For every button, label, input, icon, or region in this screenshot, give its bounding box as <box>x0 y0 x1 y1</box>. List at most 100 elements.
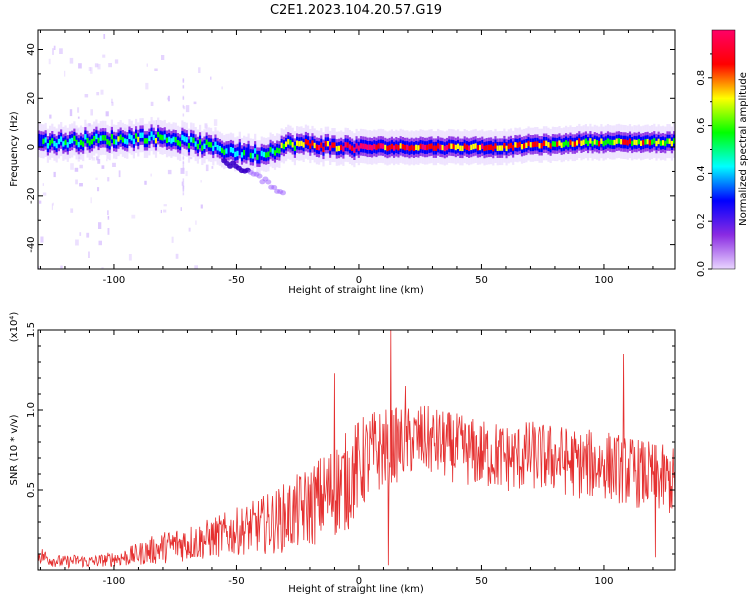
spectrogram-cell <box>60 136 63 142</box>
spectrogram-cell <box>620 139 623 145</box>
spectrogram-cell <box>653 138 656 144</box>
spectrogram-cell <box>194 141 197 147</box>
spectrogram-cell <box>432 145 435 151</box>
spectrogram-speckle <box>210 76 212 80</box>
spectrogram-cell <box>106 139 109 145</box>
snr-marks <box>38 330 675 569</box>
spectrogram-cell <box>179 141 182 147</box>
spectrogram-cell <box>551 141 554 147</box>
spectrogram-cell <box>77 141 80 148</box>
spectrogram-cell <box>82 141 85 147</box>
snr-scale-label: (x10⁴) <box>9 312 20 343</box>
spectrogram-branch-cell <box>256 173 263 179</box>
spectrogram-cell <box>49 140 52 146</box>
x-tick-label: 50 <box>475 576 488 587</box>
spectrogram-cell <box>245 151 248 157</box>
spectrogram-cell <box>302 142 305 148</box>
spectrogram-cell <box>622 139 625 145</box>
spectrogram-cell <box>199 139 202 145</box>
spectrogram-cell <box>93 135 96 142</box>
spectrogram-cell <box>560 142 563 148</box>
spectrogram-cell <box>90 138 94 145</box>
spectrogram-speckle <box>38 266 40 269</box>
spectrogram-cell <box>148 135 151 142</box>
spectrogram-cell <box>567 141 570 147</box>
spectrogram-cell <box>335 146 338 152</box>
spectrogram-cell <box>296 140 299 146</box>
spectrogram-speckle <box>42 183 44 186</box>
spectrogram-speckle <box>182 113 185 117</box>
spectrogram-speckle <box>185 105 190 113</box>
spectrogram-speckle <box>59 48 63 54</box>
spectrogram-cell <box>115 139 118 145</box>
spectrogram-cell <box>278 148 281 154</box>
spectrogram-speckle <box>145 82 149 90</box>
x-tick-label: 0 <box>356 275 362 286</box>
spectrogram-cell <box>514 142 517 148</box>
spectrogram-cell <box>315 144 318 150</box>
spectrogram-speckle <box>79 232 82 236</box>
spectrogram-cell <box>587 140 590 146</box>
spectrogram-cell <box>474 143 477 149</box>
spectrogram-cell <box>558 140 561 146</box>
spectrogram-cell <box>527 140 530 147</box>
spectrogram-speckle <box>182 167 185 171</box>
x-tick-label: 0 <box>356 576 362 587</box>
spectrogram-cell <box>99 135 102 141</box>
spectrogram-speckle <box>94 63 99 68</box>
spectrogram-cell <box>38 137 41 143</box>
spectrogram-cell <box>604 139 607 146</box>
spectrogram-speckle <box>160 209 162 214</box>
spectrogram-speckle <box>52 202 54 206</box>
spectrogram-cell <box>57 138 60 145</box>
spectrogram-cell <box>51 138 54 144</box>
spectrogram-speckle <box>182 162 185 166</box>
spectrogram-speckle <box>51 203 53 210</box>
spectrogram-cell <box>150 131 153 137</box>
spectrogram-cell <box>232 147 235 154</box>
spectrogram-cell <box>648 140 651 146</box>
spectrogram-cell <box>240 152 244 158</box>
spectrogram-cell <box>388 145 391 151</box>
spectrogram-speckle <box>88 123 91 127</box>
spectrogram-speckle <box>97 63 101 70</box>
spectrogram-cell <box>307 140 310 146</box>
spectrogram-speckle <box>90 109 93 116</box>
spectrogram-speckle <box>161 55 165 60</box>
spectrogram-speckle <box>200 204 203 209</box>
spectrogram-cell <box>84 134 87 140</box>
spectrogram-cell <box>227 148 230 154</box>
spectrogram-cell <box>565 140 568 146</box>
spectrogram-cell <box>485 145 488 151</box>
spectrogram-cell <box>536 141 539 147</box>
spectrogram-cell <box>132 138 135 145</box>
y-tick-label: 20 <box>26 92 37 105</box>
spectrogram-cell <box>176 140 180 146</box>
spectrogram-cell <box>479 144 482 151</box>
spectrogram-cell <box>113 138 116 145</box>
spectrogram-speckle <box>128 254 132 261</box>
spectrogram-cell <box>320 142 323 148</box>
x-tick-label: -100 <box>103 576 126 587</box>
spectrogram-cell <box>66 142 69 148</box>
spectrogram-cell <box>163 134 166 140</box>
snr-panel: -100 -50 0 50 100 0.5 1.0 1.5 Height of straig… <box>9 312 676 595</box>
spectrogram-cell <box>225 148 228 154</box>
x-tick-label: -50 <box>228 275 244 286</box>
spectrogram-cell <box>576 140 579 146</box>
spectrogram-speckle <box>106 159 108 162</box>
snr-y-label: SNR (10 * v/v) <box>9 414 20 485</box>
spectrogram-cell <box>265 152 268 158</box>
spectrogram-cell <box>333 142 336 148</box>
spectrogram-cell <box>569 139 572 146</box>
spectrogram-marks <box>38 34 675 269</box>
colorbar-tick-label: 0.0 <box>696 261 707 277</box>
spectrogram-speckle <box>200 180 202 183</box>
spectrogram-cell <box>247 147 250 154</box>
spectrogram-cell <box>373 143 376 150</box>
spectrogram-cell <box>452 143 455 150</box>
snr-series-line <box>38 330 675 569</box>
spectrogram-cell <box>218 146 221 152</box>
spectrogram-cell <box>135 133 138 139</box>
spectrogram-x-ticks: -100 -50 0 50 100 <box>39 30 654 286</box>
